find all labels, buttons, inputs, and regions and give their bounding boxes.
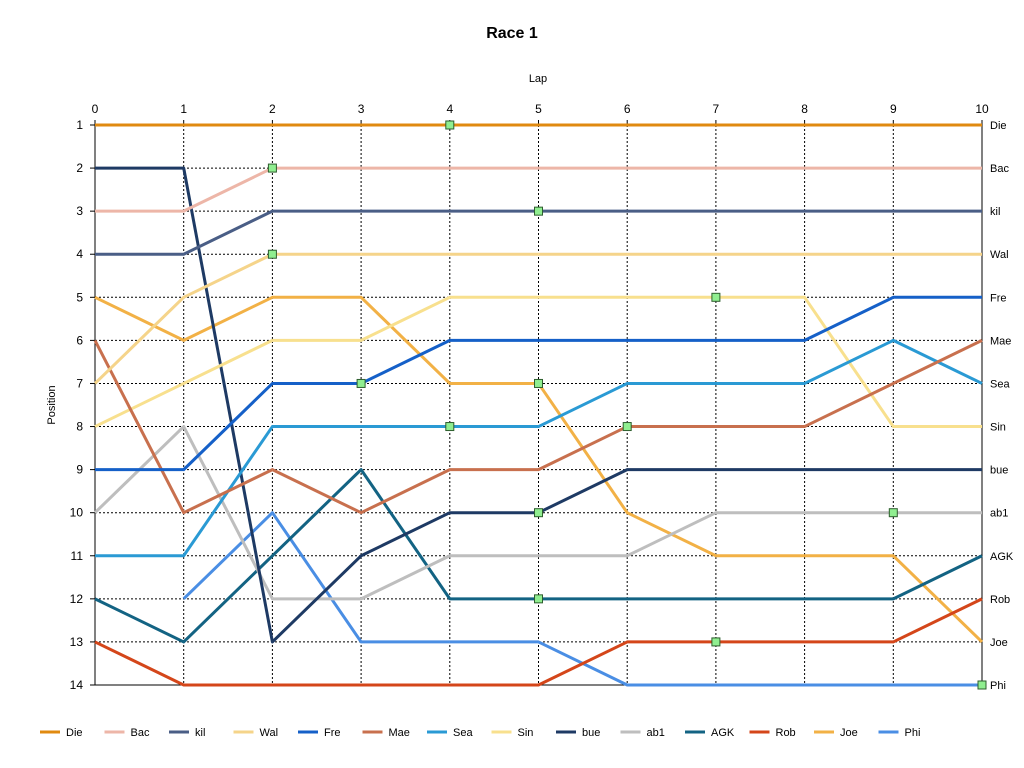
x-tick-label: 0 [92, 102, 99, 116]
y-tick-label: 8 [76, 420, 83, 434]
legend-label-phi: Phi [905, 727, 921, 739]
end-label-ab1: ab1 [990, 508, 1008, 520]
y-axis-label: Position [46, 385, 58, 424]
series-marker-joe [534, 378, 543, 388]
legend-label-joe: Joe [840, 727, 858, 739]
series-line-ab1 [93, 425, 982, 601]
series-marker-fre [356, 378, 366, 388]
x-tick-label: 4 [446, 102, 453, 116]
series-marker-sin [711, 292, 721, 302]
series-line-rob [94, 597, 983, 687]
y-tick-label: 14 [70, 678, 84, 692]
series-marker-agk [534, 594, 543, 604]
grid-lines [95, 125, 982, 685]
y-tick-label: 1 [76, 118, 83, 132]
x-tick-label: 8 [801, 102, 808, 116]
end-label-kil: kil [990, 206, 1000, 218]
y-tick-label: 13 [70, 635, 84, 649]
legend-label-bac: Bac [131, 727, 150, 739]
series-marker-bac [267, 163, 277, 173]
series-line-bac [95, 166, 982, 213]
y-tick-label: 4 [76, 247, 83, 261]
end-label-wal: Wal [990, 249, 1009, 261]
legend-label-agk: AGK [711, 727, 735, 739]
x-tick-labels: 0 1 2 3 4 5 6 7 8 9 10 [92, 102, 989, 116]
y-tick-label: 7 [76, 376, 83, 390]
x-tick-label: 3 [358, 102, 365, 116]
series-markers [267, 120, 987, 690]
y-tick-label: 9 [76, 463, 83, 477]
legend-label-bue: bue [582, 727, 600, 739]
series-line-sin [94, 295, 982, 429]
series-marker-die [445, 120, 455, 130]
legend-label-sea: Sea [453, 727, 473, 739]
end-label-joe: Joe [990, 637, 1008, 649]
x-tick-label: 6 [624, 102, 631, 116]
series-marker-bue [534, 508, 543, 518]
x-tick-label: 10 [975, 102, 989, 116]
x-axis-label: Lap [529, 73, 547, 85]
legend-label-die: Die [66, 727, 83, 739]
x-tick-label: 7 [713, 102, 720, 116]
y-tick-label: 10 [70, 506, 84, 520]
end-label-sin: Sin [990, 422, 1006, 434]
end-label-bue: bue [990, 465, 1008, 477]
legend-label-wal: Wal [260, 727, 279, 739]
end-label-bac: Bac [990, 163, 1009, 175]
series-line-wal [93, 252, 982, 385]
end-label-rob: Rob [990, 594, 1010, 606]
x-tick-label: 1 [180, 102, 187, 116]
series-line-sea [95, 338, 983, 558]
series-marker-sea [445, 422, 455, 432]
series-marker-kil [534, 206, 543, 216]
legend: Die Bac kil Wal Fre Mae Sea Sin bue ab1 AGK Rob Joe P… [40, 727, 920, 739]
legend-label-mae: Mae [389, 727, 410, 739]
y-tick-label: 5 [76, 290, 83, 304]
legend-label-sin: Sin [518, 727, 534, 739]
end-label-sea: Sea [990, 378, 1010, 390]
end-label-mae: Mae [990, 335, 1011, 347]
y-tick-label: 12 [70, 592, 84, 606]
end-label-die: Die [990, 120, 1007, 132]
series-marker-ab1 [888, 508, 898, 518]
legend-label-fre: Fre [324, 727, 341, 739]
x-tick-label: 5 [535, 102, 542, 116]
legend-label-rob: Rob [776, 727, 796, 739]
end-label-phi: Phi [990, 680, 1006, 692]
series-marker-mae [622, 422, 632, 432]
legend-label-ab1: ab1 [647, 727, 665, 739]
y-tick-label: 6 [76, 333, 83, 347]
series-marker-phi [977, 680, 987, 690]
chart-title: Race 1 [486, 25, 538, 42]
end-labels: Die Bac kil Wal Fre Mae Sea Sin bue ab1 AGK Rob Joe P… [990, 120, 1014, 692]
y-tick-label: 3 [76, 204, 83, 218]
series-marker-rob [711, 637, 721, 647]
end-label-agk: AGK [990, 551, 1014, 563]
series-line-mae [93, 339, 983, 515]
x-tick-label: 9 [890, 102, 897, 116]
y-tick-label: 11 [71, 549, 84, 563]
series-marker-wal [267, 249, 277, 259]
y-tick-label: 2 [76, 161, 83, 175]
legend-label-kil: kil [195, 727, 205, 739]
end-label-fre: Fre [990, 292, 1007, 304]
series-line-fre [95, 295, 982, 472]
x-tick-label: 2 [269, 102, 276, 116]
